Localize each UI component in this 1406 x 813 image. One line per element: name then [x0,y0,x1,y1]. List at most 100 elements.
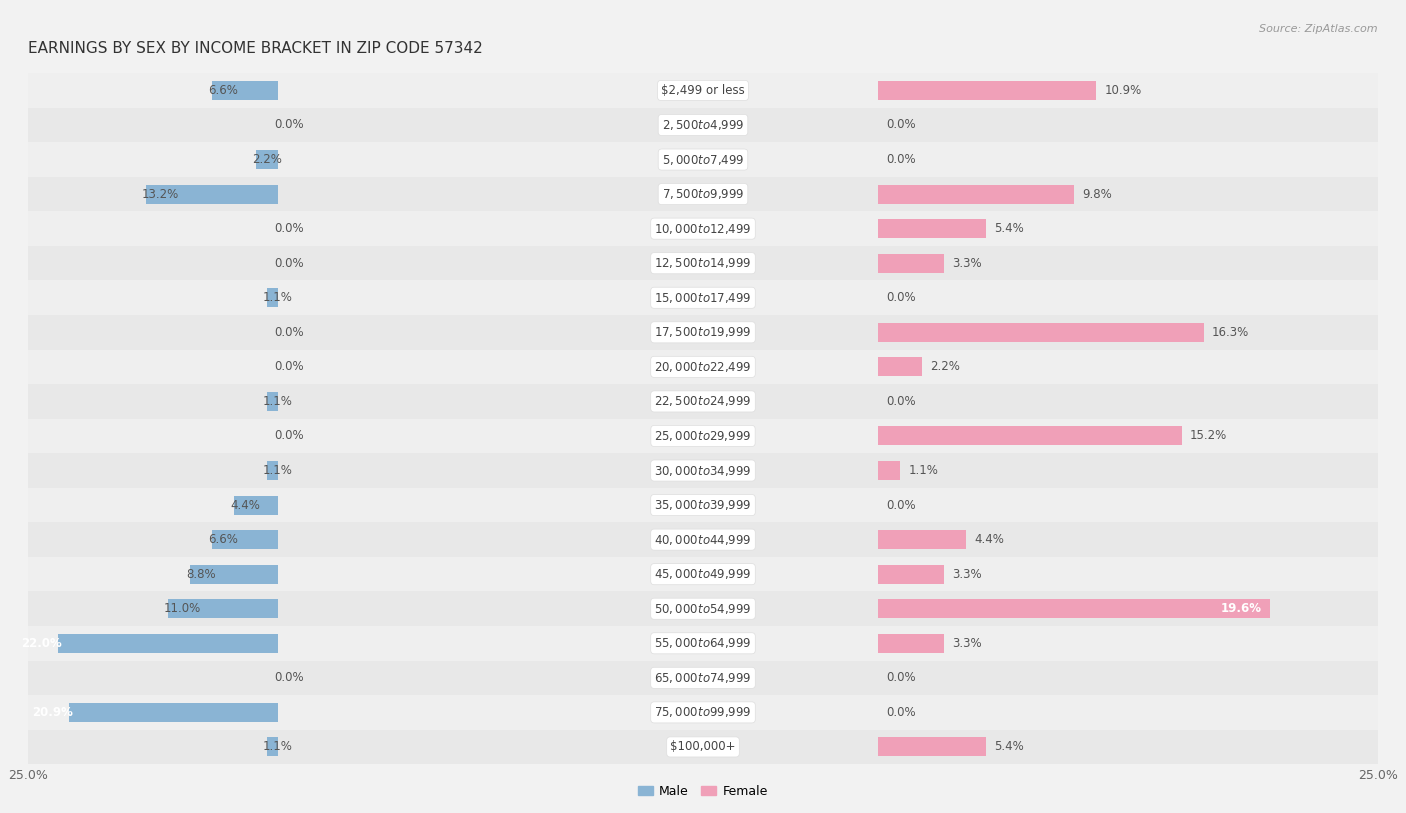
Bar [0,350,1406,385]
Bar [879,220,987,238]
Text: $17,500 to $19,999: $17,500 to $19,999 [654,325,752,339]
Bar [0,176,1406,211]
Bar [0,592,1406,626]
Text: 0.0%: 0.0% [274,429,304,442]
Text: 0.0%: 0.0% [886,119,917,132]
Text: 10.9%: 10.9% [1104,84,1142,97]
Bar [0,211,1406,246]
Text: $2,499 or less: $2,499 or less [661,84,745,97]
Bar [190,565,278,584]
Text: 22.0%: 22.0% [21,637,62,650]
Text: 5.4%: 5.4% [994,741,1024,754]
Bar [0,315,1406,350]
Text: $75,000 to $99,999: $75,000 to $99,999 [654,706,752,720]
Bar [879,737,987,756]
Bar [0,626,1406,660]
Bar [0,488,1406,523]
Text: 5.4%: 5.4% [994,222,1024,235]
Bar [0,211,1406,246]
Bar [0,107,1406,142]
Legend: Male, Female: Male, Female [633,780,773,802]
Text: 8.8%: 8.8% [186,567,215,580]
Bar [0,246,1406,280]
Text: $10,000 to $12,499: $10,000 to $12,499 [654,222,752,236]
Bar [0,730,1406,764]
Text: $7,500 to $9,999: $7,500 to $9,999 [662,187,744,201]
Bar [0,419,1406,454]
Text: 0.0%: 0.0% [886,672,917,685]
Text: $25,000 to $29,999: $25,000 to $29,999 [654,429,752,443]
Text: 0.0%: 0.0% [274,360,304,373]
Bar [212,81,278,100]
Text: 3.3%: 3.3% [952,637,981,650]
Bar [0,211,1406,246]
Bar [0,523,1406,557]
Bar [0,280,1406,315]
Bar [0,142,1406,176]
Bar [0,73,1406,107]
Bar [0,176,1406,211]
Bar [0,454,1406,488]
Bar [0,350,1406,385]
Text: 0.0%: 0.0% [274,326,304,339]
Text: 0.0%: 0.0% [886,395,917,408]
Bar [0,592,1406,626]
Bar [212,530,278,549]
Text: EARNINGS BY SEX BY INCOME BRACKET IN ZIP CODE 57342: EARNINGS BY SEX BY INCOME BRACKET IN ZIP… [28,41,482,55]
Text: $30,000 to $34,999: $30,000 to $34,999 [654,463,752,477]
Text: 1.1%: 1.1% [263,291,292,304]
Bar [69,703,278,722]
Bar [0,488,1406,523]
Text: 16.3%: 16.3% [1212,326,1250,339]
Bar [0,592,1406,626]
Bar [0,385,1406,419]
Bar [0,73,1406,107]
Bar [0,107,1406,142]
Bar [0,660,1406,695]
Bar [0,557,1406,592]
Bar [0,350,1406,385]
Text: 15.2%: 15.2% [1189,429,1227,442]
Bar [0,730,1406,764]
Bar [0,280,1406,315]
Bar [0,695,1406,730]
Bar [0,385,1406,419]
Bar [879,599,1270,618]
Bar [0,73,1406,107]
Text: 11.0%: 11.0% [165,602,201,615]
Bar [0,695,1406,730]
Bar [0,730,1406,764]
Bar [0,142,1406,176]
Text: 0.0%: 0.0% [274,257,304,270]
Bar [267,737,278,756]
Bar [0,557,1406,592]
Text: $50,000 to $54,999: $50,000 to $54,999 [654,602,752,615]
Text: $55,000 to $64,999: $55,000 to $64,999 [654,637,752,650]
Bar [0,315,1406,350]
Bar [879,565,945,584]
Bar [0,454,1406,488]
Text: 0.0%: 0.0% [274,222,304,235]
Text: 1.1%: 1.1% [263,464,292,477]
Bar [0,626,1406,660]
Bar [0,523,1406,557]
Bar [0,454,1406,488]
Text: 0.0%: 0.0% [886,706,917,719]
Bar [879,81,1097,100]
Text: $12,500 to $14,999: $12,500 to $14,999 [654,256,752,270]
Bar [0,246,1406,280]
Bar [879,530,966,549]
Text: 4.4%: 4.4% [231,498,260,511]
Text: $15,000 to $17,499: $15,000 to $17,499 [654,291,752,305]
Text: $40,000 to $44,999: $40,000 to $44,999 [654,533,752,546]
Text: 6.6%: 6.6% [208,84,238,97]
Text: Source: ZipAtlas.com: Source: ZipAtlas.com [1260,24,1378,34]
Bar [256,150,278,169]
Text: 0.0%: 0.0% [886,498,917,511]
Bar [0,107,1406,142]
Bar [0,660,1406,695]
Text: $65,000 to $74,999: $65,000 to $74,999 [654,671,752,685]
Bar [879,461,900,480]
Bar [0,626,1406,660]
Text: $2,500 to $4,999: $2,500 to $4,999 [662,118,744,132]
